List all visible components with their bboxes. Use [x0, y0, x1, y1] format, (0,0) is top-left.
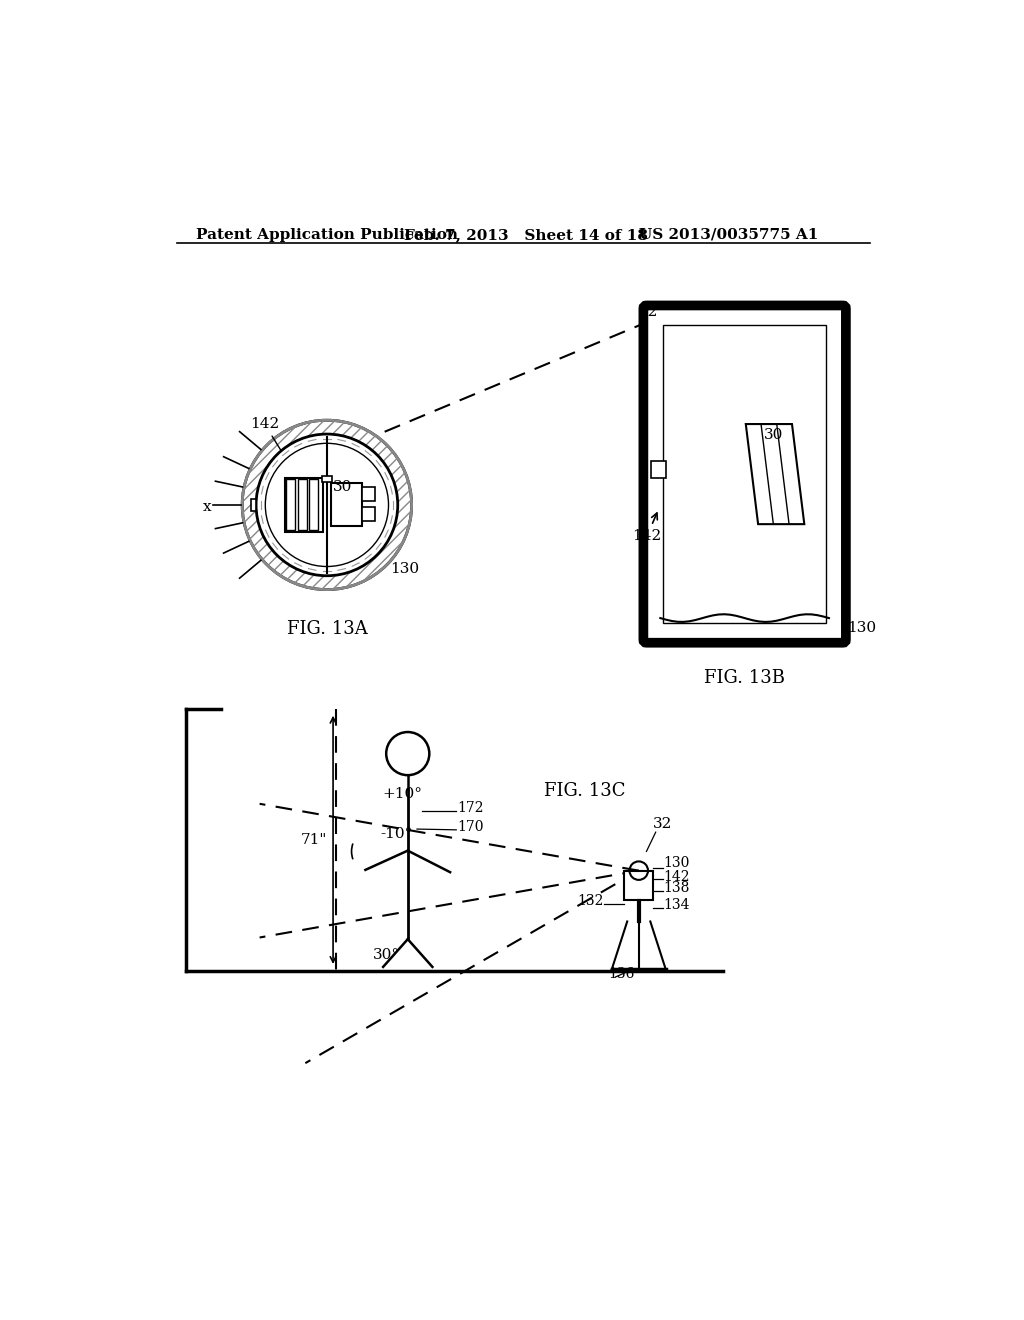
Text: 142: 142	[250, 417, 281, 450]
Text: 130: 130	[664, 855, 690, 870]
Text: Patent Application Publication: Patent Application Publication	[196, 227, 458, 242]
Bar	[361, 507, 376, 521]
Text: 138: 138	[664, 882, 690, 895]
Text: 132: 132	[578, 895, 603, 908]
Text: +10°: +10°	[382, 787, 422, 800]
Text: 32: 32	[652, 817, 672, 832]
Bar	[298, 479, 307, 531]
Text: 172: 172	[458, 801, 484, 816]
Bar	[651, 461, 667, 478]
Text: FIG. 13B: FIG. 13B	[703, 669, 784, 686]
Text: Feb. 7, 2013   Sheet 14 of 18: Feb. 7, 2013 Sheet 14 of 18	[403, 227, 648, 242]
Bar	[331, 483, 361, 527]
Text: 30°: 30°	[373, 948, 400, 962]
Bar	[252, 499, 256, 511]
Text: 142: 142	[633, 513, 662, 543]
Text: -10°: -10°	[381, 828, 414, 841]
Text: 170: 170	[458, 821, 484, 834]
Polygon shape	[745, 424, 804, 524]
Text: 136: 136	[608, 968, 634, 982]
Text: 30: 30	[764, 429, 783, 442]
Text: 71": 71"	[300, 833, 327, 847]
Text: 134: 134	[664, 898, 690, 912]
Text: FIG. 13C: FIG. 13C	[544, 781, 626, 800]
Circle shape	[256, 434, 397, 576]
Bar	[625, 871, 653, 900]
Text: US 2013/0035775 A1: US 2013/0035775 A1	[639, 227, 818, 242]
FancyBboxPatch shape	[643, 305, 846, 643]
Bar	[323, 475, 332, 482]
Text: x: x	[203, 500, 212, 515]
Text: 142: 142	[664, 870, 690, 883]
Text: 32: 32	[639, 305, 658, 319]
Circle shape	[243, 420, 412, 590]
Text: 130: 130	[847, 620, 876, 635]
Text: 30: 30	[333, 480, 352, 494]
Bar	[664, 326, 826, 623]
Bar	[285, 478, 323, 532]
Bar	[286, 479, 295, 531]
Text: 130: 130	[390, 562, 419, 576]
Bar	[309, 479, 318, 531]
Text: FIG. 13A: FIG. 13A	[287, 620, 368, 639]
Bar	[361, 487, 376, 502]
